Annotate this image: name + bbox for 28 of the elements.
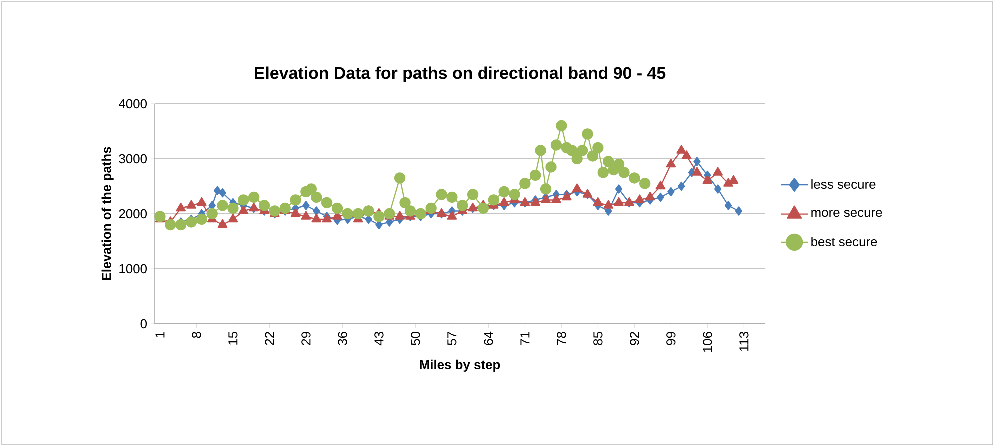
chart-title: Elevation Data for paths on directional band 90 - 45 xyxy=(255,66,666,83)
x-tick-label: 8 xyxy=(192,332,202,338)
legend-label: best secure xyxy=(812,237,878,247)
x-tick-label: 57 xyxy=(448,332,457,346)
x-tick-label: 29 xyxy=(302,332,311,346)
legend-label: more secure xyxy=(812,210,882,218)
x-tick-label: 85 xyxy=(594,332,603,346)
x-tick-label: 1 xyxy=(156,332,165,338)
x-tick-label: 78 xyxy=(557,332,566,346)
y-tick-label: 4000 xyxy=(118,99,147,109)
y-tick-label: 2000 xyxy=(119,209,147,219)
x-tick-label: 106 xyxy=(703,332,712,352)
x-tick-label: 92 xyxy=(630,332,640,346)
x-tick-label: 15 xyxy=(228,332,238,345)
x-tick-label: 99 xyxy=(666,332,676,346)
x-tick-label: 113 xyxy=(740,332,749,352)
legend-label: less secure xyxy=(812,180,876,190)
y-tick-label: 3000 xyxy=(119,154,147,164)
x-tick-label: 36 xyxy=(338,332,348,346)
y-tick-label: 1000 xyxy=(120,264,147,274)
y-axis-title: Elevation of the paths xyxy=(102,147,114,280)
y-tick-label: 0 xyxy=(140,319,148,329)
x-axis-title: Miles by step xyxy=(420,360,500,372)
x-tick-label: 64 xyxy=(484,332,494,346)
x-tick-label: 22 xyxy=(265,332,274,346)
x-tick-label: 50 xyxy=(411,332,420,346)
x-tick-label: 71 xyxy=(520,332,530,346)
x-tick-label: 43 xyxy=(374,332,384,346)
